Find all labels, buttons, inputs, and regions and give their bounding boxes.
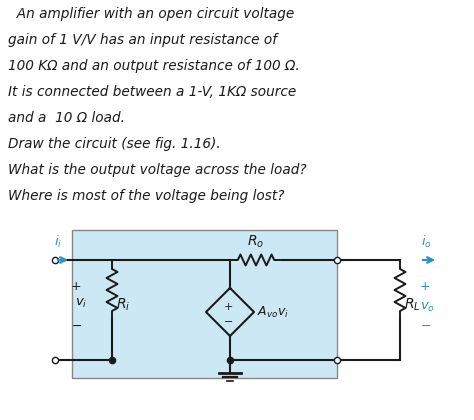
Text: An amplifier with an open circuit voltage: An amplifier with an open circuit voltag…	[8, 7, 294, 21]
Text: and a  10 Ω load.: and a 10 Ω load.	[8, 111, 125, 125]
Text: Where is most of the voltage being lost?: Where is most of the voltage being lost?	[8, 189, 284, 203]
Text: What is the output voltage across the load?: What is the output voltage across the lo…	[8, 163, 307, 177]
Text: $i_o$: $i_o$	[421, 234, 432, 250]
Text: Draw the circuit (see fig. 1.16).: Draw the circuit (see fig. 1.16).	[8, 137, 221, 151]
Text: $i_i$: $i_i$	[54, 234, 62, 250]
Text: $-$: $-$	[223, 315, 233, 325]
Text: $R_i$: $R_i$	[116, 297, 130, 313]
Text: gain of 1 V/V has an input resistance of: gain of 1 V/V has an input resistance of	[8, 33, 277, 47]
Text: $R_L$: $R_L$	[404, 297, 420, 313]
Text: 100 KΩ and an output resistance of 100 Ω.: 100 KΩ and an output resistance of 100 Ω…	[8, 59, 300, 73]
Text: +: +	[223, 302, 233, 312]
Text: $-$: $-$	[420, 318, 431, 331]
Text: $v_i$: $v_i$	[75, 297, 87, 310]
Text: +: +	[71, 281, 82, 294]
Text: $-$: $-$	[71, 318, 82, 331]
Text: $A_{vo}v_i$: $A_{vo}v_i$	[257, 304, 289, 320]
Text: +: +	[420, 281, 430, 294]
FancyBboxPatch shape	[72, 230, 337, 378]
Text: $v_o$: $v_o$	[420, 300, 435, 314]
Text: $R_o$: $R_o$	[247, 234, 264, 250]
Text: It is connected between a 1-V, 1KΩ source: It is connected between a 1-V, 1KΩ sourc…	[8, 85, 296, 99]
